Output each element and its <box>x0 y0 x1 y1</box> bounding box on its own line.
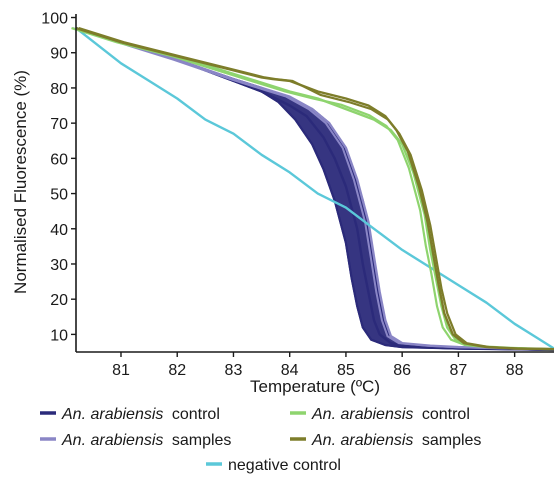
legend-item-control-green: An. arabiensis control <box>290 406 470 423</box>
y-tick-label: 40 <box>50 222 68 239</box>
legend-label-species: An. arabiensis <box>311 432 413 449</box>
y-tick-label: 80 <box>50 81 68 98</box>
x-tick-label: 84 <box>281 362 299 379</box>
x-ticks: 81 82 83 84 85 86 87 88 <box>112 352 524 379</box>
y-tick-label: 50 <box>50 187 68 204</box>
series-0-band-low <box>75 27 554 351</box>
plot-area <box>71 26 554 352</box>
y-ticks: 10 20 30 40 50 60 70 80 90 100 <box>41 11 76 344</box>
legend-label-control-dark: control <box>172 406 220 423</box>
legend-label-species: An. arabiensis <box>311 406 413 423</box>
y-tick-label: 70 <box>50 116 68 133</box>
svg-text:An. arabiensis control: An. arabiensis control <box>61 406 220 423</box>
legend-label-species: An. arabiensis <box>61 406 163 423</box>
svg-text:An. arabiensis samples: An. arabiensis samples <box>311 432 481 449</box>
y-tick-label: 60 <box>50 151 68 168</box>
y-tick-label: 10 <box>50 327 68 344</box>
x-tick-label: 88 <box>506 362 524 379</box>
series-0-line <box>75 26 554 352</box>
svg-text:An. arabiensis control: An. arabiensis control <box>311 406 470 423</box>
legend-label-samples-purple: samples <box>172 432 232 449</box>
x-axis-title: Temperature (ºC) <box>250 377 380 396</box>
x-tick-label: 82 <box>168 362 186 379</box>
y-tick-label: 30 <box>50 257 68 274</box>
axes <box>75 14 554 353</box>
svg-text:An. arabiensis samples: An. arabiensis samples <box>61 432 231 449</box>
x-tick-label: 83 <box>225 362 243 379</box>
series-0-band-high <box>75 27 554 351</box>
x-tick-label: 87 <box>450 362 468 379</box>
series-1-line-replicate <box>72 27 551 351</box>
legend-item-negative-control: negative control <box>206 457 341 474</box>
series-2-line-replicate <box>71 27 550 351</box>
legend-item-samples-olive: An. arabiensis samples <box>290 432 481 449</box>
legend-label-samples-olive: samples <box>422 432 482 449</box>
series-3-line-replicate <box>78 27 554 351</box>
x-tick-label: 86 <box>393 362 411 379</box>
legend: An. arabiensis control An. arabiensis co… <box>40 406 481 474</box>
legend-label-negative-control: negative control <box>228 457 341 474</box>
legend-label-species: An. arabiensis <box>61 432 163 449</box>
y-axis-title: Normalised Fluorescence (%) <box>11 70 30 294</box>
legend-label-control-green: control <box>422 406 470 423</box>
legend-item-samples-purple: An. arabiensis samples <box>40 432 231 449</box>
x-tick-label: 81 <box>112 362 130 379</box>
x-tick-label: 85 <box>337 362 355 379</box>
series-4-line <box>75 27 554 350</box>
legend-item-control-dark: An. arabiensis control <box>40 406 220 423</box>
y-tick-label: 90 <box>50 46 68 63</box>
y-tick-label: 100 <box>41 11 68 28</box>
series-0-band <box>75 27 554 351</box>
y-tick-label: 20 <box>50 292 68 309</box>
